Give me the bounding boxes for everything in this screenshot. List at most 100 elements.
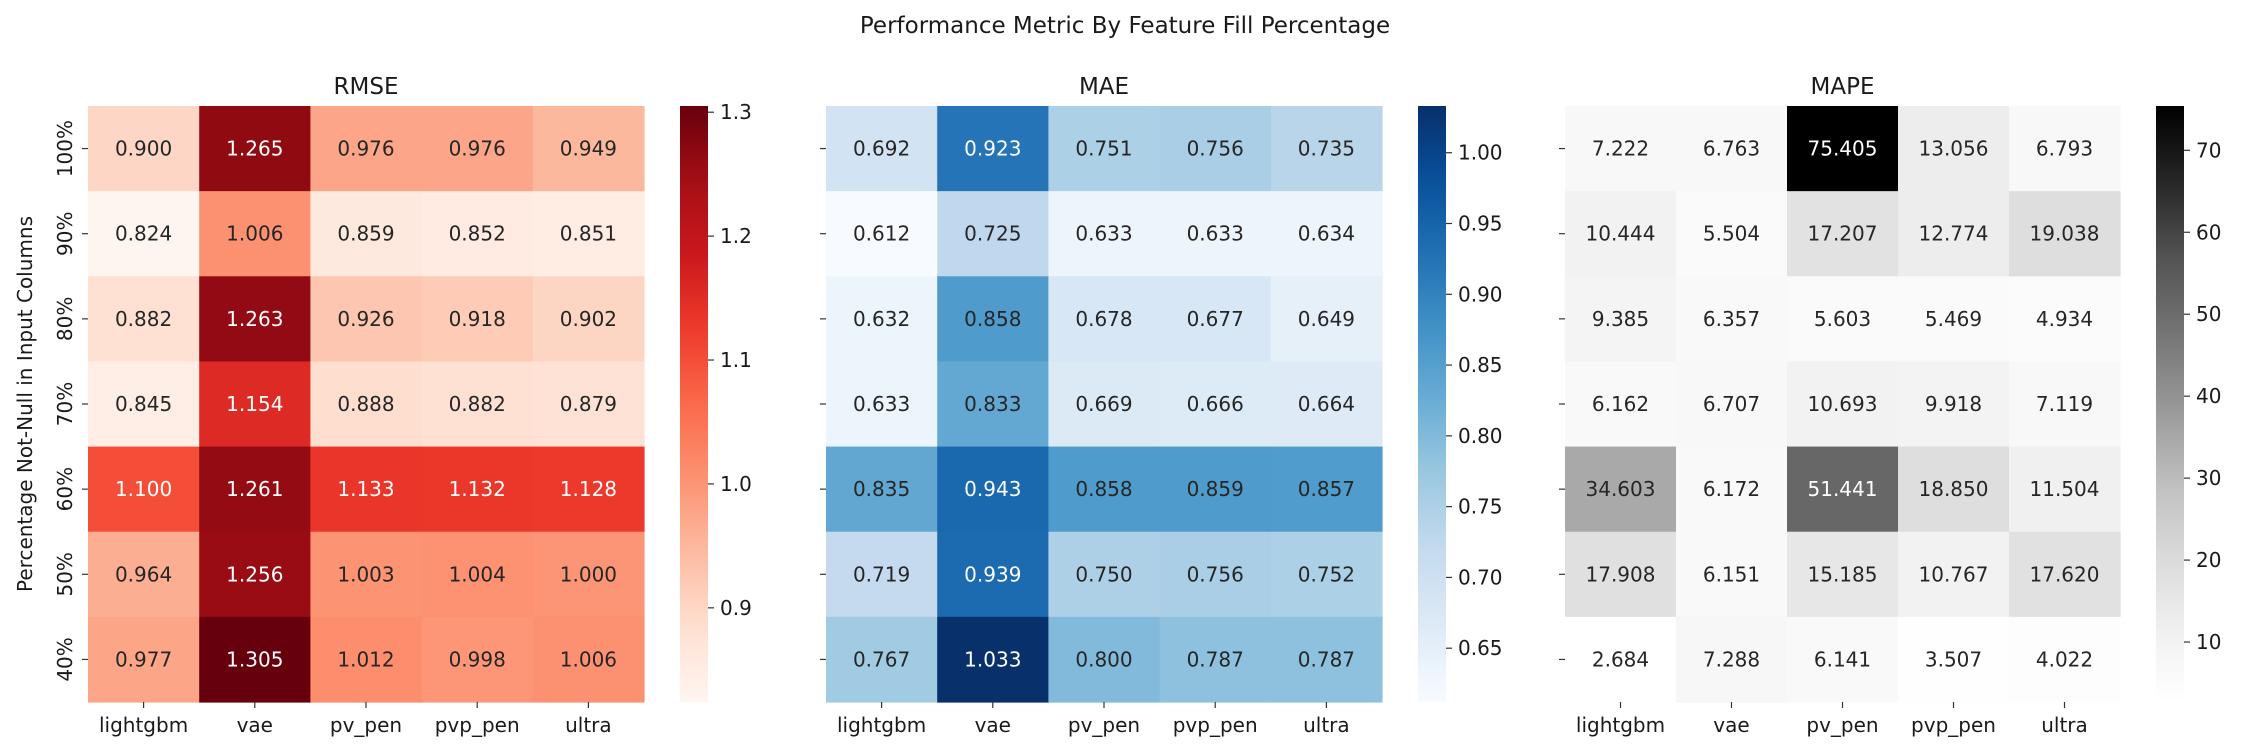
- cell-value-label: 0.692: [853, 137, 910, 161]
- colorbar: [2156, 106, 2184, 702]
- cell-value-label: 0.787: [1298, 647, 1355, 671]
- colorbar-tick-label: 40: [2196, 384, 2221, 408]
- heatmap-cell: [1565, 276, 1677, 363]
- cell-value-label: 0.858: [1075, 477, 1132, 501]
- panel-title: RMSE: [334, 74, 399, 100]
- cell-value-label: 17.908: [1586, 562, 1656, 586]
- heatmap-cell: [1676, 191, 1788, 277]
- cell-value-label: 0.923: [964, 137, 1021, 161]
- cell-value-label: 0.939: [964, 562, 1021, 586]
- heatmap-cell: [199, 361, 311, 448]
- cell-value-label: 0.751: [1075, 137, 1132, 161]
- cell-value-label: 0.851: [560, 222, 617, 246]
- heatmap-cell: [310, 191, 423, 277]
- heatmap-cell: [199, 446, 311, 533]
- y-tick-label: 40%: [53, 637, 77, 681]
- cell-value-label: 0.767: [853, 647, 910, 671]
- cell-value-label: 9.918: [1925, 392, 1982, 416]
- cell-value-label: 1.003: [337, 562, 394, 586]
- heatmap-panel-mape: MAPE 7.222 6.763 75.405 13.056 6.793 10.444 5.5…: [1559, 74, 2221, 737]
- y-tick-label: 70%: [53, 382, 77, 426]
- cell-value-label: 15.185: [1808, 562, 1878, 586]
- cell-value-label: 34.603: [1586, 477, 1656, 501]
- cell-value-label: 0.824: [115, 222, 172, 246]
- cell-value-label: 7.222: [1592, 137, 1649, 161]
- colorbar-tick-label: 30: [2196, 466, 2221, 490]
- cell-value-label: 6.162: [1592, 392, 1649, 416]
- heatmap-cell: [2009, 446, 2121, 533]
- heatmap-cell: [1048, 446, 1161, 533]
- cell-value-label: 0.902: [560, 307, 617, 331]
- cell-value-label: 10.767: [1919, 562, 1989, 586]
- cell-value-label: 0.977: [115, 647, 172, 671]
- heatmap-cell: [88, 276, 200, 363]
- heatmap-cell: [1676, 446, 1788, 533]
- heatmap-cell: [937, 276, 1049, 363]
- heatmap-cell: [1270, 616, 1383, 703]
- cell-value-label: 17.207: [1808, 222, 1878, 246]
- cell-value-label: 0.888: [337, 392, 394, 416]
- cell-value-label: 1.132: [449, 477, 506, 501]
- cell-value-label: 1.261: [226, 477, 283, 501]
- heatmap-cell: [1048, 531, 1161, 618]
- heatmap-cell: [199, 191, 311, 277]
- heatmap-cell: [532, 106, 645, 192]
- cell-value-label: 0.612: [853, 222, 910, 246]
- cell-value-label: 0.900: [115, 137, 172, 161]
- x-tick-label: pv_pen: [330, 713, 402, 737]
- heatmap-cell: [1787, 191, 1899, 277]
- cell-value-label: 11.504: [2030, 477, 2100, 501]
- cell-value-label: 0.678: [1075, 307, 1132, 331]
- cell-value-label: 0.633: [853, 392, 910, 416]
- cell-value-label: 1.256: [226, 562, 283, 586]
- heatmap-cell: [1048, 616, 1161, 703]
- cell-value-label: 0.964: [115, 562, 172, 586]
- heatmap-cell: [1787, 361, 1899, 448]
- x-tick-label: vae: [975, 713, 1011, 737]
- heatmap-cell: [1270, 191, 1383, 277]
- cell-value-label: 10.693: [1808, 392, 1878, 416]
- heatmap-cell: [421, 616, 534, 703]
- cell-value-label: 0.949: [560, 137, 617, 161]
- cell-value-label: 0.857: [1298, 477, 1355, 501]
- heatmap-cell: [2009, 106, 2121, 192]
- heatmap-cell: [1048, 276, 1161, 363]
- heatmap-cell: [1787, 446, 1899, 533]
- heatmap-cell: [310, 106, 423, 192]
- heatmap-cell: [1676, 531, 1788, 618]
- x-tick-label: vae: [1713, 713, 1749, 737]
- heatmap-cell: [826, 191, 938, 277]
- heatmap-panel-mae: MAE 0.692 0.923 0.751 0.756 0.735 0.612 0.725 0.…: [820, 74, 1503, 737]
- y-tick-label: 100%: [53, 120, 77, 177]
- colorbar-tick-label: 0.70: [1458, 565, 1503, 589]
- cell-value-label: 0.750: [1075, 562, 1132, 586]
- heatmap-cell: [1565, 361, 1677, 448]
- cell-value-label: 0.725: [964, 222, 1021, 246]
- heatmap-cell: [1565, 191, 1677, 277]
- cell-value-label: 0.633: [1187, 222, 1244, 246]
- cell-value-label: 5.603: [1814, 307, 1871, 331]
- heatmap-cell: [1676, 616, 1788, 703]
- cell-value-label: 1.006: [560, 647, 617, 671]
- cell-value-label: 1.100: [115, 477, 172, 501]
- heatmap-cell: [1898, 276, 2010, 363]
- colorbar-tick-label: 0.75: [1458, 495, 1503, 519]
- heatmap-cell: [1270, 361, 1383, 448]
- heatmap-cell: [1898, 191, 2010, 277]
- heatmap-cell: [1898, 616, 2010, 703]
- heatmap-cell: [2009, 361, 2121, 448]
- heatmap-cell: [532, 446, 645, 533]
- cell-value-label: 5.469: [1925, 307, 1982, 331]
- colorbar-tick-label: 0.9: [720, 596, 752, 620]
- cell-value-label: 0.756: [1187, 137, 1244, 161]
- cell-value-label: 0.943: [964, 477, 1021, 501]
- heatmap-cell: [1270, 106, 1383, 192]
- heatmap-cell: [1159, 531, 1272, 618]
- heatmap-cell: [1898, 106, 2010, 192]
- cell-value-label: 13.056: [1919, 137, 1989, 161]
- colorbar-tick-label: 0.90: [1458, 282, 1503, 306]
- cell-value-label: 4.022: [2036, 647, 2093, 671]
- cell-value-label: 0.787: [1187, 647, 1244, 671]
- cell-value-label: 51.441: [1808, 477, 1878, 501]
- x-tick-label: lightgbm: [99, 713, 188, 737]
